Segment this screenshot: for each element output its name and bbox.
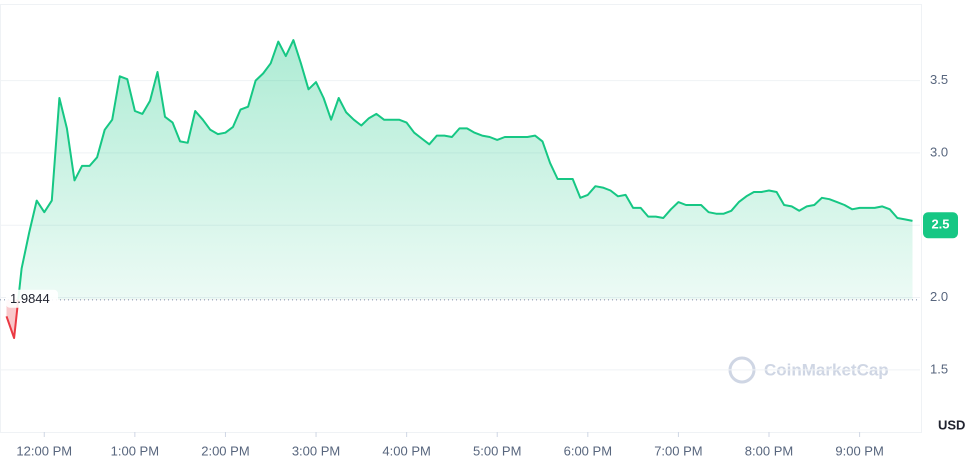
baseline-label-box bbox=[6, 289, 58, 308]
plot-frame bbox=[0, 4, 922, 433]
current-price-label: 2.5 bbox=[931, 217, 949, 232]
current-price-badge bbox=[923, 212, 958, 239]
y-tick-label: 3.5 bbox=[930, 72, 948, 87]
y-tick-label: 2.0 bbox=[930, 289, 948, 304]
x-tick-label: 4:00 PM bbox=[382, 443, 430, 458]
y-tick-label: 3.0 bbox=[930, 144, 948, 159]
x-tick-label: 9:00 PM bbox=[835, 443, 883, 458]
x-tick-label: 1:00 PM bbox=[111, 443, 159, 458]
x-tick-label: 7:00 PM bbox=[654, 443, 702, 458]
price-line-up bbox=[17, 39, 913, 300]
y-tick-label: 1.5 bbox=[930, 361, 948, 376]
x-tick-label: 6:00 PM bbox=[564, 443, 612, 458]
x-tick-label: 3:00 PM bbox=[292, 443, 340, 458]
x-tick-label: 8:00 PM bbox=[745, 443, 793, 458]
x-tick-label: 5:00 PM bbox=[473, 443, 521, 458]
x-tick-label: 2:00 PM bbox=[201, 443, 249, 458]
currency-label: USD bbox=[938, 417, 965, 432]
x-tick-label: 12:00 PM bbox=[16, 443, 72, 458]
baseline-label: 1.9844 bbox=[10, 291, 50, 306]
area-up bbox=[18, 40, 913, 300]
